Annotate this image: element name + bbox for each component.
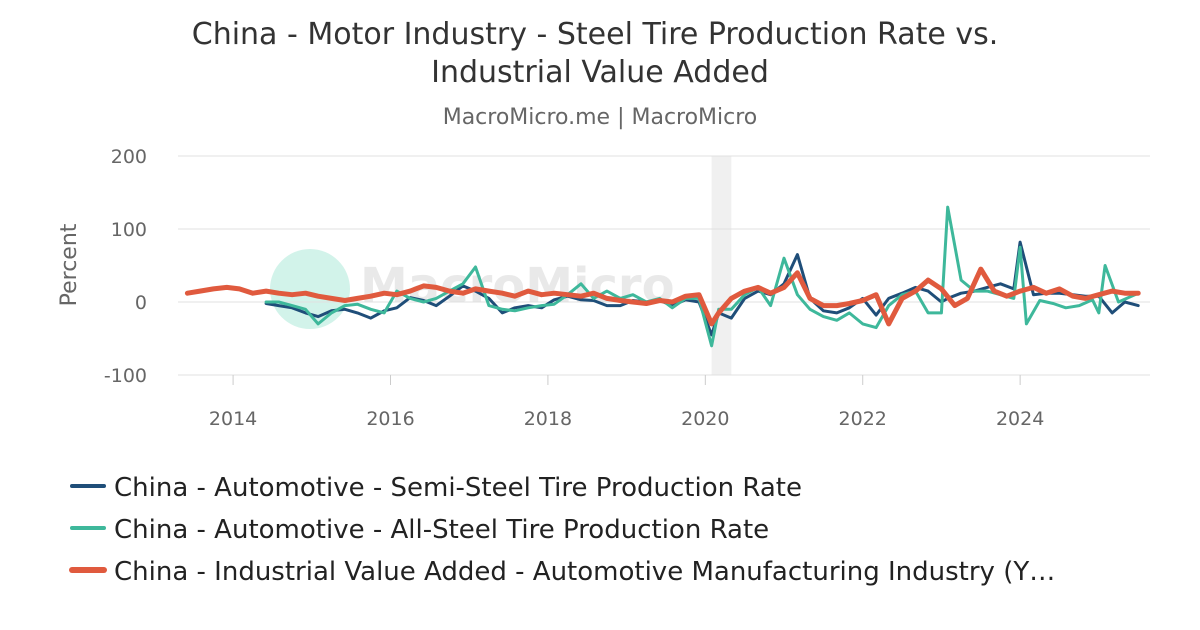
shaded-period-0	[711, 156, 732, 375]
chart-subtitle: MacroMicro.me | MacroMicro	[443, 105, 758, 130]
legend-item-1[interactable]: China - Automotive - Semi-Steel Tire Pro…	[70, 473, 802, 503]
chart-title-line-1: China - Motor Industry - Steel Tire Prod…	[192, 17, 999, 52]
legend-item-2[interactable]: China - Automotive - All-Steel Tire Prod…	[70, 515, 769, 545]
x-tick-label: 2020	[681, 408, 729, 430]
y-axis-title: Percent	[57, 223, 82, 306]
y-axis-ticks: -100 0 100 200	[104, 146, 147, 387]
y-tick-label: 0	[135, 292, 147, 314]
series-lines	[184, 205, 1141, 348]
legend: China - Automotive - Semi-Steel Tire Pro…	[69, 473, 1055, 587]
y-tick-label: 100	[111, 219, 147, 241]
watermark-text: MacroMicro	[360, 258, 675, 314]
x-tick-label: 2014	[209, 408, 257, 430]
legend-label: China - Industrial Value Added - Automot…	[114, 557, 1055, 587]
legend-label: China - Automotive - All-Steel Tire Prod…	[114, 515, 769, 545]
x-axis-ticks: 2014 2016 2018 2020 2022 2024	[209, 375, 1044, 430]
legend-item-3[interactable]: China - Industrial Value Added - Automot…	[69, 557, 1055, 587]
x-tick-label: 2022	[839, 408, 887, 430]
chart-title-line-2: Industrial Value Added	[431, 55, 769, 90]
y-tick-label: -100	[104, 365, 147, 387]
y-tick-label: 200	[111, 146, 147, 168]
series-line-3	[184, 266, 1141, 327]
legend-label: China - Automotive - Semi-Steel Tire Pro…	[114, 473, 802, 503]
watermark-logo-icon	[270, 249, 350, 329]
shaded-periods	[711, 156, 732, 375]
x-tick-label: 2016	[366, 408, 414, 430]
x-tick-label: 2018	[524, 408, 572, 430]
x-tick-label: 2024	[996, 408, 1044, 430]
